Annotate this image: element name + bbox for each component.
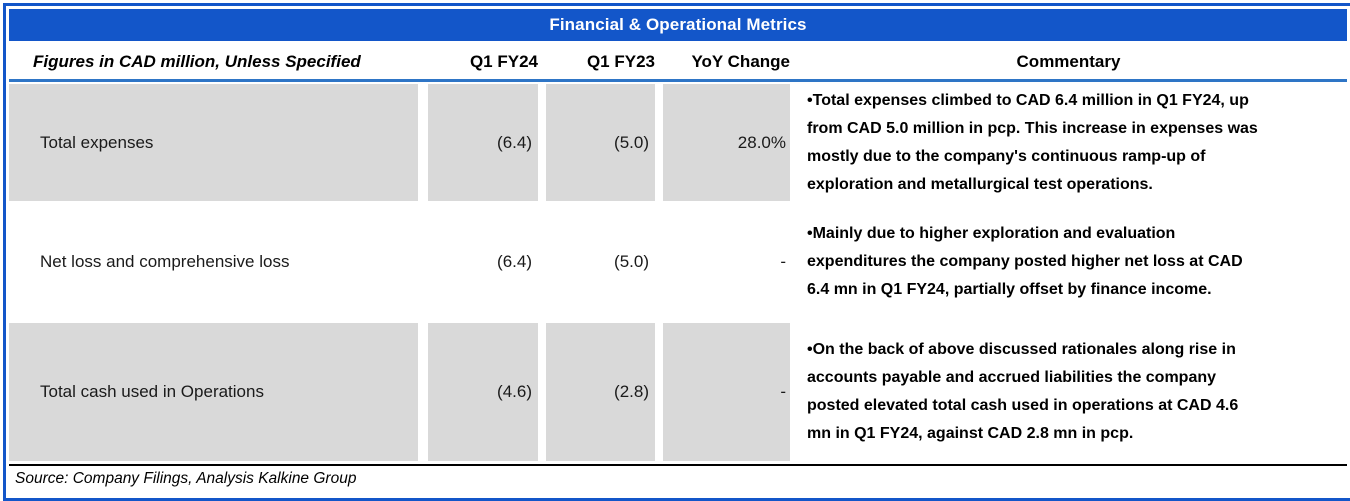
header-q1fy23: Q1 FY23 <box>586 52 655 71</box>
value-q1fy24: (6.4) <box>428 84 538 201</box>
metrics-table-frame: Financial & Operational Metrics Figures … <box>3 3 1350 501</box>
value-q1fy24: (4.6) <box>428 323 538 461</box>
source-text: Source: Company Filings, Analysis Kalkin… <box>15 470 357 487</box>
table-header-row: Figures in CAD million, Unless Specified… <box>9 45 1347 82</box>
value-q1fy23: (2.8) <box>546 323 655 461</box>
value-yoy-change: 28.0% <box>663 84 790 201</box>
header-commentary: Commentary <box>1016 52 1121 71</box>
header-figures-label: Figures in CAD million, Unless Specified <box>33 52 361 71</box>
source-line: Source: Company Filings, Analysis Kalkin… <box>9 466 1347 492</box>
header-q1fy24: Q1 FY24 <box>469 52 538 71</box>
table-row-total-cash-used: Total cash used in Operations (4.6) (2.8… <box>9 323 1347 461</box>
table-row-net-loss: Net loss and comprehensive loss (6.4) (5… <box>9 201 1347 323</box>
column-gap <box>538 201 546 323</box>
footer-divider-line <box>9 464 1347 466</box>
value-q1fy23: (5.0) <box>614 252 649 271</box>
commentary-cell: •Total expenses climbed to CAD 6.4 milli… <box>790 84 1347 201</box>
metric-label: Net loss and comprehensive loss <box>40 252 290 271</box>
commentary-text: •On the back of above discussed rational… <box>807 341 1239 442</box>
column-gap <box>538 323 546 461</box>
column-gap <box>655 84 663 201</box>
column-gap <box>418 201 428 323</box>
table-title-bar: Financial & Operational Metrics <box>9 9 1347 41</box>
value-yoy-change: - <box>663 323 790 461</box>
column-gap <box>655 201 663 323</box>
value-q1fy23: (5.0) <box>546 84 655 201</box>
commentary-cell: •Mainly due to higher exploration and ev… <box>790 201 1347 323</box>
commentary-text: •Total expenses climbed to CAD 6.4 milli… <box>807 91 1258 193</box>
table-title: Financial & Operational Metrics <box>549 15 807 34</box>
commentary-text: •Mainly due to higher exploration and ev… <box>807 225 1243 298</box>
metric-label: Total cash used in Operations <box>9 323 418 461</box>
column-gap <box>418 323 428 461</box>
value-q1fy24: (6.4) <box>497 252 532 271</box>
column-gap <box>538 84 546 201</box>
column-gap <box>418 84 428 201</box>
commentary-cell: •On the back of above discussed rational… <box>790 323 1347 461</box>
metric-label: Total expenses <box>9 84 418 201</box>
column-gap <box>655 323 663 461</box>
value-yoy-change: - <box>780 252 786 271</box>
table-row-total-expenses: Total expenses (6.4) (5.0) 28.0% •Total … <box>9 84 1347 201</box>
header-yoy-change: YoY Change <box>691 52 790 71</box>
